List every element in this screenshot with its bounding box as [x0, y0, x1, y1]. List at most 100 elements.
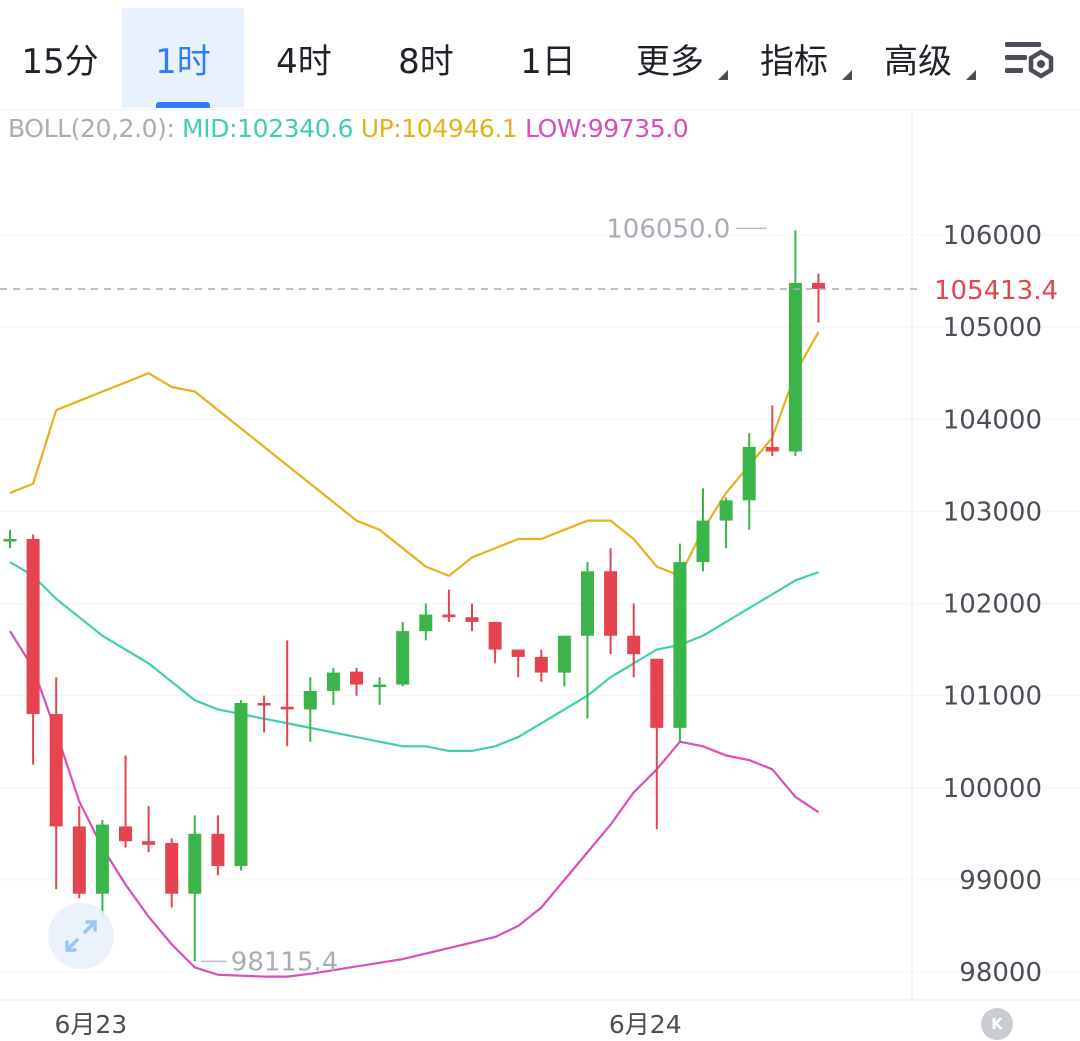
- candle: [742, 433, 756, 530]
- current-price-label: 105413.4: [934, 276, 1058, 306]
- candle-body: [465, 617, 479, 622]
- candle-body: [165, 843, 179, 894]
- candle: [303, 677, 317, 742]
- candle: [627, 603, 641, 678]
- tab-label: 指标: [760, 41, 828, 82]
- candle: [3, 529, 17, 549]
- current-price-bg: [920, 266, 1080, 313]
- active-tab-indicator: [156, 102, 210, 108]
- candle-body: [119, 826, 132, 842]
- timeframe-toolbar: 15分 1时 4时 8时 1日 更多 指标 高级: [0, 0, 1080, 110]
- candle: [326, 667, 340, 705]
- candle-body: [350, 671, 363, 685]
- chart-labels: 105413.4 106050.0 98115.4: [0, 214, 1080, 977]
- tab-label: 4时: [276, 41, 332, 82]
- tab-more-dropdown[interactable]: 更多: [636, 8, 728, 108]
- y-tick-label: 98000: [959, 958, 1042, 988]
- candle: [165, 838, 179, 908]
- candle-body: [95, 824, 109, 894]
- candle: [604, 548, 618, 655]
- candle-body: [557, 635, 571, 673]
- tab-4h[interactable]: 4时: [244, 8, 364, 108]
- tab-label: 15分: [21, 41, 99, 82]
- candle-body: [742, 446, 756, 501]
- candle: [581, 562, 594, 719]
- candle-body: [627, 635, 641, 655]
- candle: [465, 603, 479, 632]
- candle: [442, 589, 456, 622]
- candle: [788, 230, 802, 457]
- boll-low-line: [9, 630, 820, 978]
- tab-advanced-dropdown[interactable]: 高级: [884, 8, 976, 108]
- candle: [350, 667, 363, 696]
- dropdown-triangle-icon: [718, 70, 728, 80]
- candle: [234, 700, 248, 871]
- candle: [396, 621, 410, 687]
- candle: [280, 640, 294, 747]
- candle: [419, 603, 433, 641]
- candle-body: [604, 571, 618, 636]
- y-tick-label: 104000: [943, 405, 1042, 435]
- tab-label: 高级: [884, 41, 952, 82]
- y-tick-label: 101000: [943, 682, 1042, 712]
- x-tick-label: 6月24: [609, 1010, 682, 1039]
- expand-chart-button[interactable]: [48, 903, 114, 969]
- candle-body: [581, 571, 594, 636]
- candle: [95, 819, 109, 917]
- candle-body: [812, 282, 825, 290]
- candle: [373, 677, 387, 705]
- candle-body: [72, 826, 86, 894]
- y-tick-label: 102000: [943, 590, 1042, 620]
- tab-1h[interactable]: 1时: [122, 8, 244, 108]
- chart-grid: 98000 99000 100000 101000 102000 103000 104000…: [0, 112, 1080, 1039]
- boll-low-value: LOW:99735.0: [524, 114, 689, 143]
- candle-body: [696, 520, 710, 563]
- candle-body: [673, 562, 687, 728]
- k-icon[interactable]: K: [981, 1008, 1013, 1040]
- candle: [188, 815, 202, 962]
- candle-body: [142, 841, 156, 845]
- boll-name: BOLL(20,2.0):: [8, 114, 175, 143]
- candle-body: [234, 702, 248, 867]
- candle: [488, 621, 502, 664]
- candle-body: [326, 672, 340, 692]
- candle: [812, 273, 825, 323]
- candle-body: [534, 656, 548, 673]
- chart-settings-icon[interactable]: [1003, 38, 1055, 82]
- candle-body: [3, 539, 17, 542]
- tab-8h[interactable]: 8时: [366, 8, 486, 108]
- expand-icon: [65, 920, 97, 952]
- boll-mid-line: [9, 561, 819, 753]
- boll-mid-value: MID:102340.6: [182, 114, 354, 143]
- y-tick-label: 106000: [943, 221, 1042, 251]
- candle: [673, 543, 687, 742]
- candle-body: [765, 446, 779, 452]
- candle-body: [719, 500, 733, 521]
- y-tick-label: 103000: [943, 497, 1042, 527]
- max-price-label: 106050.0: [606, 214, 730, 244]
- tab-15m[interactable]: 15分: [0, 8, 120, 108]
- candle: [211, 815, 225, 876]
- tab-1d[interactable]: 1日: [488, 8, 608, 108]
- candle-body: [373, 684, 387, 688]
- candle: [49, 677, 63, 890]
- candle-body: [303, 691, 317, 710]
- dropdown-triangle-icon: [966, 70, 976, 80]
- candle-body: [26, 539, 40, 715]
- candle-body: [650, 658, 664, 728]
- candle: [765, 405, 779, 457]
- dropdown-triangle-icon: [842, 70, 852, 80]
- tab-label: 更多: [636, 41, 704, 82]
- tab-label: 8时: [398, 41, 454, 82]
- candle-body: [488, 621, 502, 650]
- tab-indicators-dropdown[interactable]: 指标: [760, 8, 852, 108]
- candle-body: [188, 833, 202, 894]
- candle: [511, 649, 525, 678]
- tab-label: 1时: [155, 41, 211, 82]
- candle: [257, 695, 271, 733]
- y-tick-label: 100000: [943, 774, 1042, 804]
- y-tick-label: 99000: [959, 866, 1042, 896]
- candle-body: [442, 614, 456, 618]
- candle: [696, 488, 710, 572]
